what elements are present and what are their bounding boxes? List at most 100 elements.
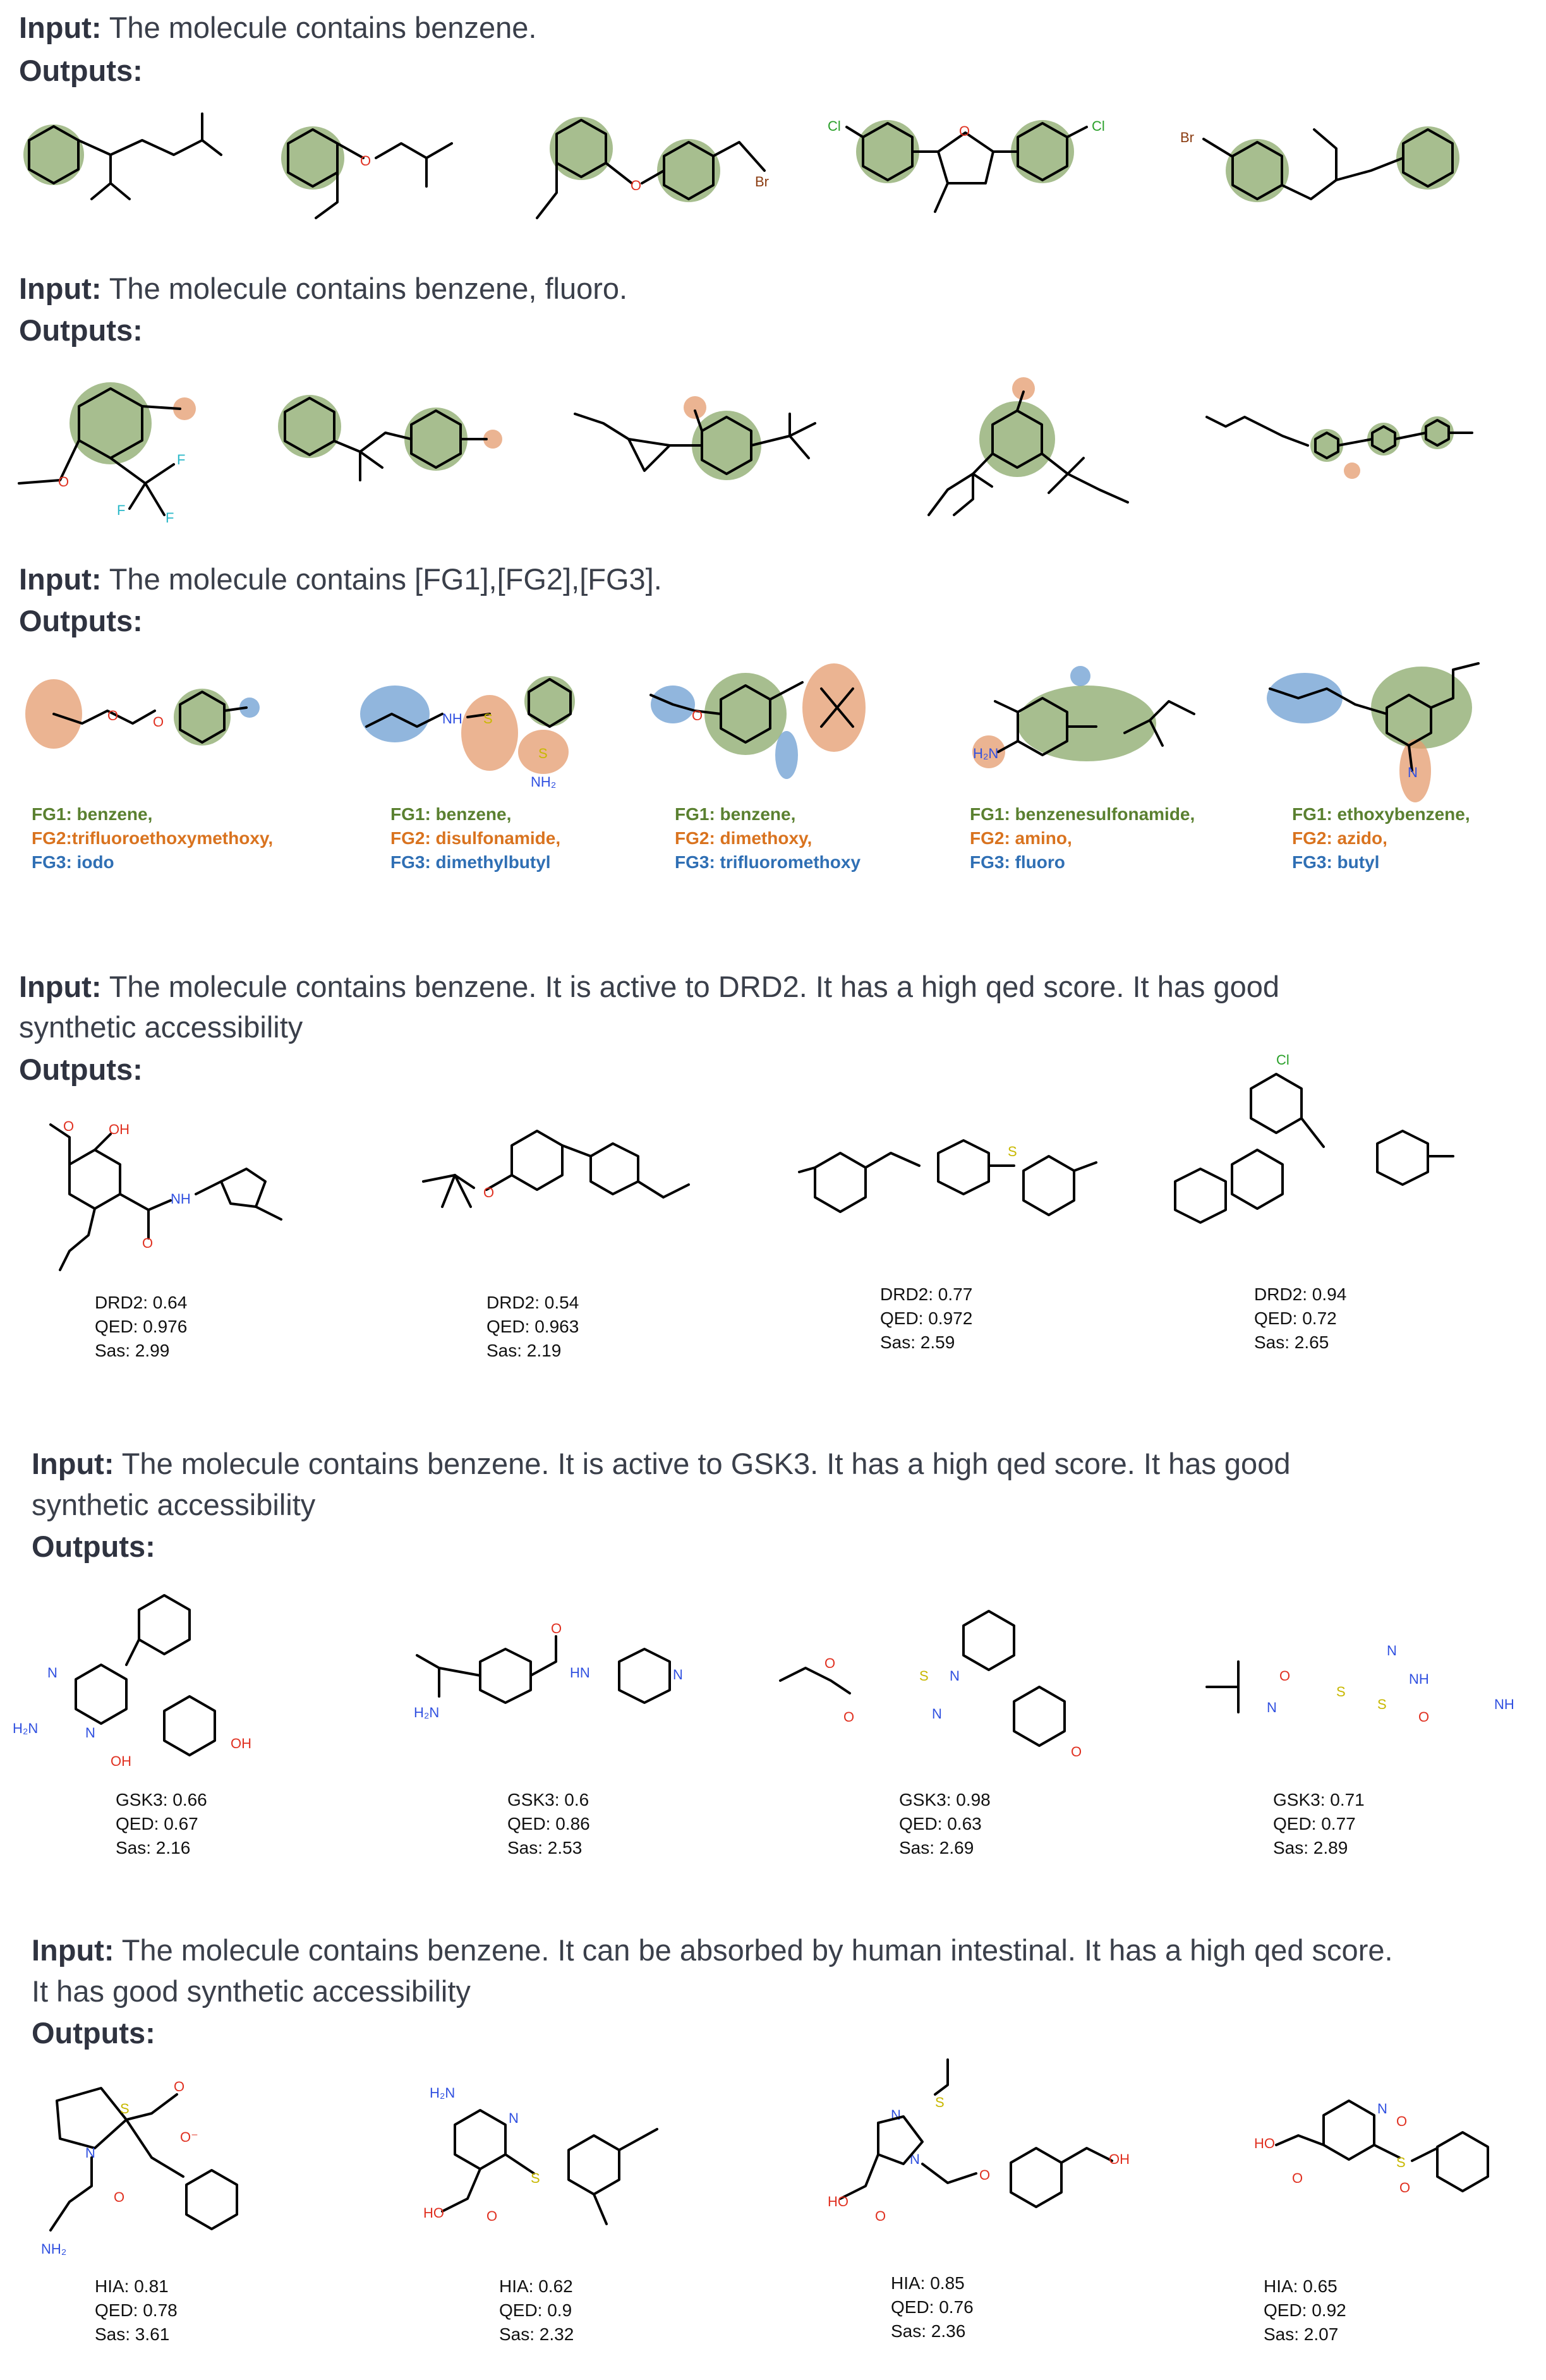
fg2-label: FG2: disulfonamide, <box>390 828 561 848</box>
fluorine-label: F <box>177 452 185 468</box>
nh-label: NH <box>1494 1696 1514 1712</box>
fg3-highlight <box>1267 673 1343 723</box>
hn-label: NH <box>171 1191 191 1207</box>
molecule-5-1: N N H₂N OH OH <box>13 1594 251 1769</box>
fg2-label: FG2:trifluoroethoxymethoxy, <box>32 828 274 848</box>
qed-score: QED: 0.77 <box>1273 1814 1356 1833</box>
score-block-6-1: HIA: 0.81 QED: 0.78 Sas: 3.61 <box>95 2274 178 2347</box>
fg2-label: FG2: amino, <box>970 828 1072 848</box>
oxygen-label: O <box>1071 1744 1082 1760</box>
benzene-highlight <box>1226 139 1289 202</box>
qed-score: QED: 0.67 <box>116 1814 198 1833</box>
oxygen-label: O <box>1396 2113 1407 2129</box>
molecule-2-2 <box>278 395 502 481</box>
oxygen-label: O <box>824 1655 835 1671</box>
molecule-1-1 <box>23 112 222 200</box>
molecule-5-3: S N N O O O <box>779 1610 1082 1760</box>
fg2-highlight <box>518 730 569 774</box>
hia-score: HIA: 0.62 <box>499 2276 573 2296</box>
molecule-5-2: H₂N O HN N <box>414 1621 683 1720</box>
fluorine-label: F <box>166 510 174 526</box>
n-label: N <box>509 2110 519 2126</box>
sulfur-label: S <box>935 2094 945 2110</box>
benzene-highlight <box>550 117 613 180</box>
o-minus-label: O⁻ <box>180 2129 198 2145</box>
benzene-highlight <box>278 395 341 458</box>
fg-list-2: FG1: benzene, FG2: disulfonamide, FG3: d… <box>390 802 560 874</box>
score-block-5-1: GSK3: 0.66 QED: 0.67 Sas: 2.16 <box>116 1788 207 1860</box>
score-block-5-4: GSK3: 0.71 QED: 0.77 Sas: 2.89 <box>1273 1788 1365 1860</box>
input-text: The molecule contains benzene. It is act… <box>121 1447 1291 1480</box>
fg-list-4: FG1: benzenesulfonamide, FG2: amino, FG3… <box>970 802 1195 874</box>
molecule-3-2: NH S S NH₂ <box>360 676 575 790</box>
sas-score: Sas: 2.32 <box>499 2324 574 2344</box>
n-label: N <box>1267 1700 1277 1715</box>
fluoro-highlight <box>684 396 706 419</box>
input-label: Input: <box>19 11 102 44</box>
oxygen-label: O <box>1292 2170 1303 2186</box>
oxygen-label: O <box>153 714 164 730</box>
section-4-input-line-1: Input: The molecule contains benzene. It… <box>19 967 1279 1007</box>
oxygen-label: O <box>142 1235 153 1251</box>
oxygen-label: O <box>979 2167 990 2183</box>
h2n-label: H₂N <box>973 746 998 761</box>
oxygen-label: O <box>58 474 69 490</box>
outputs-label: Outputs: <box>19 604 143 637</box>
sas-score: Sas: 3.61 <box>95 2324 170 2344</box>
oxygen-label: O <box>959 123 970 139</box>
section-1-input: Input: The molecule contains benzene. <box>19 8 536 48</box>
section-4-input-line-2: synthetic accessibility <box>19 1010 303 1044</box>
bromine-label: Br <box>1180 130 1194 145</box>
qed-score: QED: 0.92 <box>1264 2300 1346 2320</box>
oxygen-label: O <box>486 2208 497 2224</box>
fg3-label: FG3: fluoro <box>970 852 1065 872</box>
benzene-highlight <box>404 408 468 471</box>
outputs-label: Outputs: <box>19 54 143 87</box>
n-label: N <box>1377 2101 1387 2117</box>
sulfur-label: S <box>531 2170 540 2186</box>
fg2-label: FG2: azido, <box>1292 828 1387 848</box>
section-6-input-line-2: It has good synthetic accessibility <box>32 1974 471 2008</box>
benzene-highlight <box>657 139 720 202</box>
sulfur-label: S <box>1336 1684 1346 1700</box>
oxygen-label: O <box>174 2079 184 2094</box>
molecule-3-1: O O <box>25 679 260 749</box>
n-label: N <box>47 1665 57 1681</box>
molecule-6-4: N HO O S O O <box>1254 2099 1489 2196</box>
oxygen-label: O <box>360 153 371 169</box>
sas-score: Sas: 2.59 <box>880 1332 955 1352</box>
gsk3-score: GSK3: 0.71 <box>1273 1790 1365 1809</box>
h2n-label: H₂N <box>430 2085 455 2101</box>
h2n-label: H₂N <box>13 1720 38 1736</box>
qed-score: QED: 0.976 <box>95 1317 188 1336</box>
molecule-6-3: S N N HO O O OH <box>828 2058 1130 2224</box>
benzene-highlight <box>1011 120 1074 183</box>
molecule-3-4: H₂N <box>972 666 1195 768</box>
molecule-1-5: Br <box>1180 126 1459 202</box>
oh-label: OH <box>231 1736 251 1751</box>
oh-label: OH <box>109 1121 130 1137</box>
fg1-highlight <box>704 673 787 755</box>
nh2-label: NH₂ <box>41 2241 66 2257</box>
fg1-highlight <box>1017 686 1156 761</box>
sulfur-label: S <box>1396 2154 1406 2170</box>
molecule-4-4: Cl <box>1174 1052 1454 1224</box>
ho-label: HO <box>1254 2135 1275 2151</box>
molecule-1-3: O Br <box>536 117 769 219</box>
section-6-input-line-1: Input: The molecule contains benzene. It… <box>32 1930 1393 1971</box>
molecule-1-4: Cl Cl O <box>828 118 1105 213</box>
fg2-highlight <box>1399 739 1431 802</box>
sas-score: Sas: 2.69 <box>899 1838 974 1857</box>
qed-score: QED: 0.63 <box>899 1814 982 1833</box>
score-block-6-4: HIA: 0.65 QED: 0.92 Sas: 2.07 <box>1264 2274 1346 2347</box>
benzene-highlight <box>1396 126 1459 190</box>
n-label: N <box>85 2145 95 2161</box>
molecule-3-3: O <box>649 663 866 779</box>
score-block-4-4: DRD2: 0.94 QED: 0.72 Sas: 2.65 <box>1254 1283 1346 1355</box>
n-label: N <box>1408 764 1418 780</box>
fg1-label: FG1: benzene, <box>675 804 796 824</box>
molecule-3-5: N <box>1267 662 1480 802</box>
gsk3-score: GSK3: 0.66 <box>116 1790 207 1809</box>
hia-score: HIA: 0.81 <box>95 2276 169 2296</box>
molecule-5-4: O N S N S NH O NH <box>1205 1643 1514 1725</box>
